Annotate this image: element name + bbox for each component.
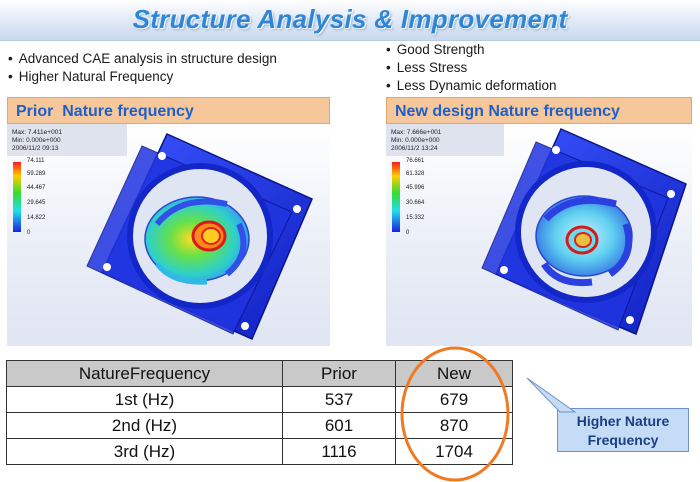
left-bullet-list: Advanced CAE analysis in structure desig… <box>8 50 277 86</box>
table-row: 1st (Hz) 537 679 <box>6 386 513 413</box>
new-panel-label: New design Nature frequency <box>386 97 692 124</box>
callout-pointer <box>526 377 577 413</box>
prior-fan-render: Max: 7.411e+001 Min: 0.000e+000 2006/11/… <box>7 124 313 340</box>
legend-tick: 30.664 <box>406 200 425 206</box>
legend-tick: 14.822 <box>27 215 46 221</box>
legend-tick: 44.467 <box>27 185 46 191</box>
color-scale-bar <box>392 162 400 232</box>
table-header-row: NatureFrequency Prior New <box>6 360 513 387</box>
table-cell: 601 <box>282 412 396 439</box>
frequency-table: NatureFrequency Prior New 1st (Hz) 537 6… <box>6 360 513 465</box>
callout-line: Higher Nature <box>576 413 670 429</box>
header-cell: New <box>395 360 513 387</box>
table-cell: 1704 <box>395 438 513 465</box>
fan-rotor <box>535 195 633 287</box>
legend-tick: 45.996 <box>406 185 425 191</box>
info-line: Max: 7.666e+001 <box>391 129 442 136</box>
bullet-item: Less Dynamic deformation <box>386 77 557 95</box>
legend-tick: 0 <box>406 230 410 236</box>
table-cell: 679 <box>395 386 513 413</box>
info-box <box>386 124 504 156</box>
table-cell: 2nd (Hz) <box>6 412 283 439</box>
legend-tick: 0 <box>27 230 31 236</box>
prior-simulation-image: Max: 7.411e+001 Min: 0.000e+000 2006/11/… <box>7 124 330 346</box>
slide-title: Structure Analysis & Improvement <box>132 4 568 34</box>
new-fan-render: Max: 7.666e+001 Min: 0.000e+000 2006/11/… <box>386 124 687 336</box>
table-cell: 1116 <box>282 438 396 465</box>
info-line: Min: 0.000e+000 <box>391 137 440 144</box>
info-line: Min: 0.000e+000 <box>12 137 61 144</box>
color-scale-bar <box>13 162 21 232</box>
info-box <box>7 124 127 156</box>
title-bar <box>0 0 700 41</box>
legend-tick: 74.111 <box>27 158 45 164</box>
legend-tick: 15.332 <box>406 215 425 221</box>
header-cell: NatureFrequency <box>6 360 283 387</box>
info-line: Max: 7.411e+001 <box>12 129 62 136</box>
bullet-item: Good Strength <box>386 41 557 59</box>
table-row: 2nd (Hz) 601 870 <box>6 412 513 439</box>
prior-panel-label: Prior Nature frequency <box>7 97 330 124</box>
right-bullet-list: Good Strength Less Stress Less Dynamic d… <box>386 41 557 95</box>
higher-frequency-callout: Higher Nature Frequency <box>557 408 689 452</box>
info-line: 2006/11/2 13:24 <box>391 145 438 152</box>
table-cell: 870 <box>395 412 513 439</box>
table-cell: 537 <box>282 386 396 413</box>
bullet-item: Less Stress <box>386 59 557 77</box>
legend-tick: 29.645 <box>27 200 46 206</box>
table-row: 3rd (Hz) 1116 1704 <box>6 438 513 465</box>
table-cell: 1st (Hz) <box>6 386 283 413</box>
info-line: 2006/11/2 09:13 <box>12 145 59 152</box>
bullet-item: Higher Natural Frequency <box>8 68 277 86</box>
fan-rotor <box>144 196 250 285</box>
new-simulation-image: Max: 7.666e+001 Min: 0.000e+000 2006/11/… <box>386 124 692 346</box>
bullet-item: Advanced CAE analysis in structure desig… <box>8 50 277 68</box>
legend-tick: 76.661 <box>406 158 425 164</box>
header-cell: Prior <box>282 360 396 387</box>
legend-tick: 59.289 <box>27 171 46 177</box>
table-cell: 3rd (Hz) <box>6 438 283 465</box>
legend-tick: 61.328 <box>406 171 425 177</box>
callout-line: Frequency <box>587 432 659 448</box>
